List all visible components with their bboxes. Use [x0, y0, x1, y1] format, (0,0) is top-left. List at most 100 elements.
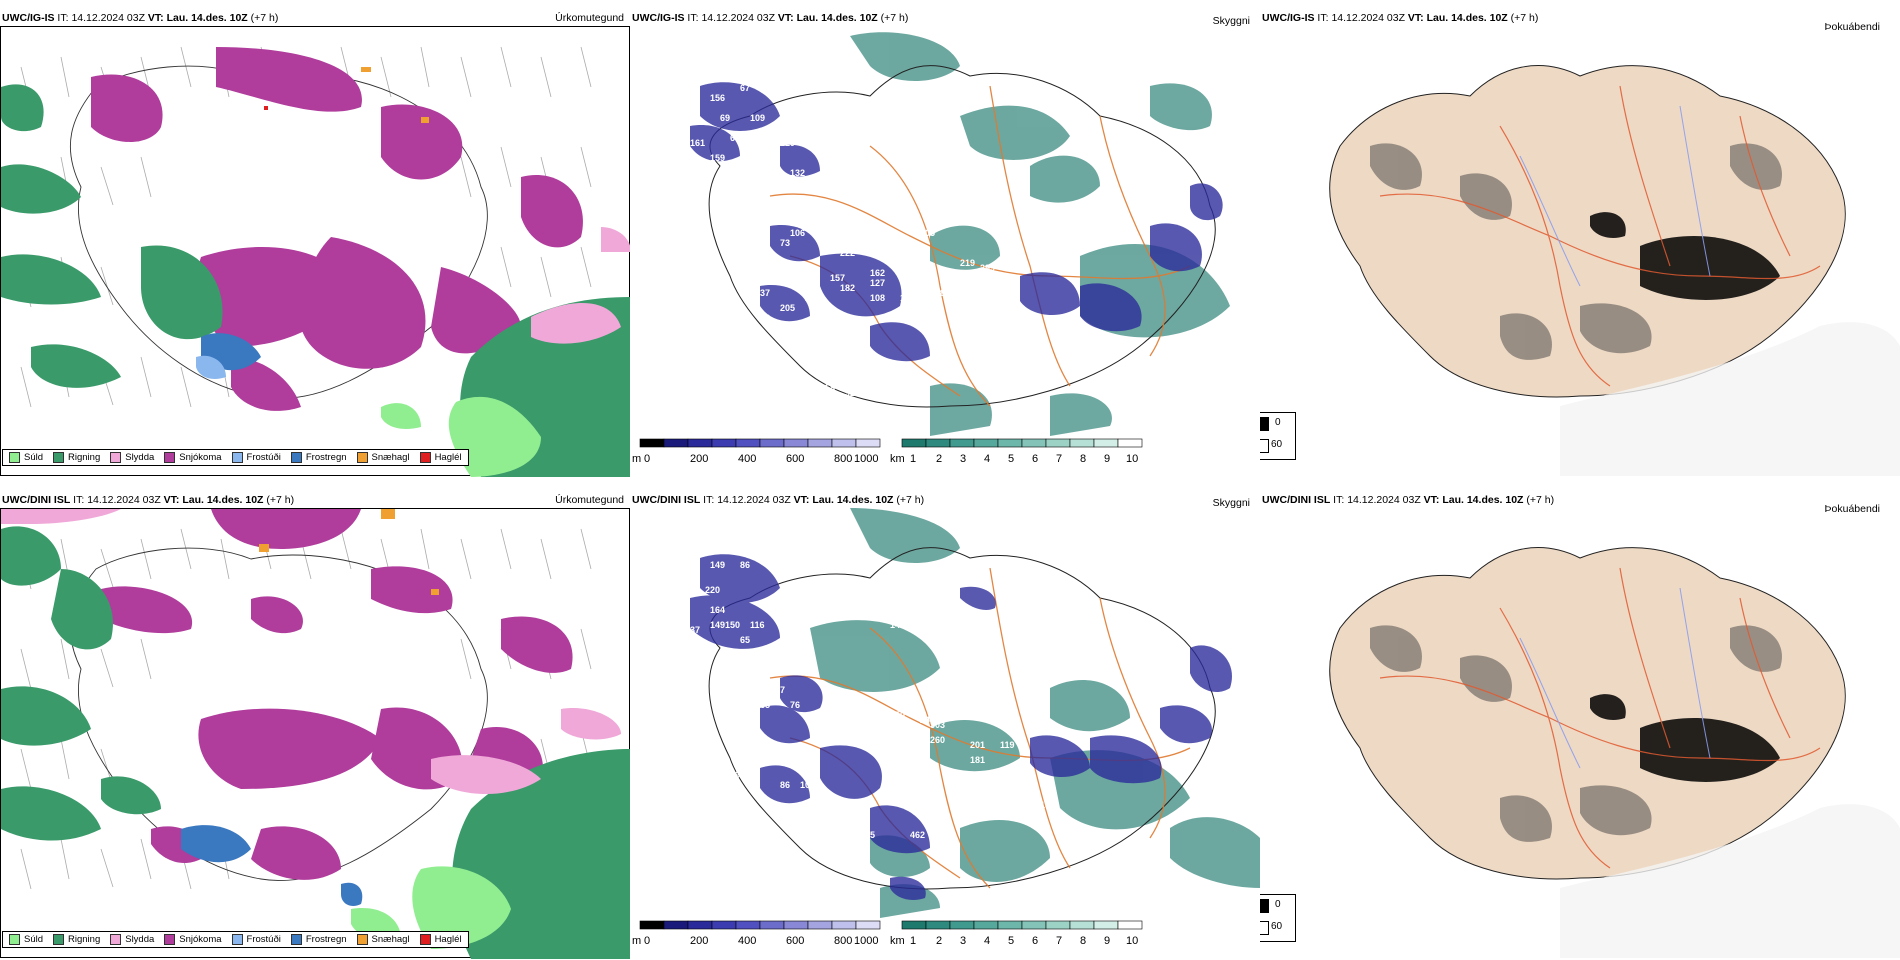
station-value: 58	[850, 845, 860, 855]
svg-text:0: 0	[644, 935, 650, 947]
precip-type-panel-2: UWC/DINI ISL IT: 14.12.2024 03Z VT: Lau.…	[0, 492, 630, 960]
legend-item: Frostúði	[231, 452, 281, 463]
elevation-unit: m	[632, 453, 641, 465]
station-value: 303	[930, 720, 945, 730]
svg-text:400: 400	[738, 935, 756, 947]
station-value: 116	[750, 620, 765, 630]
station-value: 299	[980, 263, 995, 273]
svg-text:1: 1	[910, 935, 916, 947]
station-value: 159	[1040, 800, 1055, 810]
svg-text:10: 10	[1126, 453, 1138, 465]
station-value: 167	[1040, 720, 1055, 730]
legend-item: Súld	[9, 452, 43, 463]
station-value: 44	[730, 740, 740, 750]
visibility-map[interactable]: 149 86 53 220 184 164 149 150 116 37 569 184 65 62 147…	[630, 508, 1260, 958]
visibility-map[interactable]: 156 67 69 109 61 82 161 159 116 59 165 129 132 88 73 10…	[630, 26, 1260, 476]
svg-text:8: 8	[1080, 935, 1086, 947]
station-value: 149	[710, 620, 725, 630]
station-value: 73	[790, 278, 800, 288]
station-value: 149	[710, 560, 725, 570]
station-value: 161	[690, 138, 705, 148]
legend-item: Slydda	[110, 452, 154, 463]
tick: 400	[738, 453, 756, 465]
svg-text:3: 3	[960, 453, 966, 465]
fog-legend: 0 60	[1260, 412, 1296, 460]
svg-text:m: m	[632, 935, 641, 947]
station-value: 328	[890, 690, 905, 700]
legend-item: Snæhagl	[356, 452, 410, 463]
svg-text:3: 3	[960, 935, 966, 947]
station-value: 220	[705, 585, 720, 595]
legend-item: Haglél	[419, 934, 462, 945]
legend-item: Slydda	[110, 934, 154, 945]
station-value: 89	[740, 805, 750, 815]
legend-item: Frostregn	[290, 934, 347, 945]
tick: 0	[644, 453, 650, 465]
svg-text:6: 6	[1032, 935, 1038, 947]
fog-legend: 0 60	[1260, 894, 1296, 942]
visibility-colorbar: km 1 2 3 4 5 6 7 8 9 10	[890, 438, 1160, 473]
station-value: 248	[920, 715, 935, 725]
tick: 1000	[854, 453, 878, 465]
station-value: 37	[760, 288, 770, 298]
station-value: 104	[800, 780, 815, 790]
svg-text:4: 4	[984, 935, 990, 947]
fog-map[interactable]	[1260, 26, 1900, 476]
station-value: 150	[890, 710, 905, 720]
svg-text:200: 200	[690, 935, 708, 947]
station-value: 219	[960, 258, 975, 268]
station-value: 84	[810, 328, 820, 338]
svg-text:10: 10	[1126, 935, 1138, 947]
panel-header: UWC/IG-IS IT: 14.12.2024 03Z VT: Lau. 14…	[1262, 12, 1539, 24]
svg-text:2: 2	[936, 935, 942, 947]
station-value: 36	[1000, 248, 1010, 258]
elevation-colorbar: m 0 200 400 600 800 1000	[632, 438, 884, 473]
station-value: 260	[930, 735, 945, 745]
station-value: 67	[740, 83, 750, 93]
fog-map[interactable]	[1260, 508, 1900, 958]
panel-header: UWC/DINI ISL IT: 14.12.2024 03Z VT: Lau.…	[632, 494, 925, 506]
station-value: 98	[820, 338, 830, 348]
elevation-colorbar-svg: m 0 200 400 600 800 1000	[632, 438, 881, 465]
legend-item: Snjókoma	[164, 934, 222, 945]
precip-map[interactable]	[0, 508, 630, 959]
precip-type-panel-1: UWC/IG-IS IT: 14.12.2024 03Z VT: Lau. 14…	[0, 10, 630, 478]
station-value: 108	[870, 293, 885, 303]
visibility-colorbar-svg: km 1 2 3 4 5 6 7 8 9 10	[890, 438, 1143, 465]
station-value: 164	[710, 605, 725, 615]
panel-title: Þokuábendi	[1824, 21, 1880, 33]
station-value: 77	[840, 845, 850, 855]
station-value: 86	[780, 780, 790, 790]
station-value: 285	[805, 293, 820, 303]
precip-map[interactable]	[0, 26, 630, 477]
station-value: 150	[725, 620, 740, 630]
station-value: 157	[830, 273, 845, 283]
visibility-panel-2: UWC/DINI ISL IT: 14.12.2024 03Z VT: Lau.…	[630, 492, 1260, 960]
station-value: 59	[730, 770, 740, 780]
station-value: 245	[930, 218, 945, 228]
station-value: 61	[730, 133, 740, 143]
svg-text:5: 5	[1008, 935, 1014, 947]
svg-text:9: 9	[1104, 935, 1110, 947]
station-value: 278	[930, 288, 945, 298]
station-value: 92	[845, 388, 855, 398]
station-value: 109	[825, 313, 840, 323]
station-value: 137	[770, 685, 785, 695]
panel-title: Úrkomutegund	[555, 494, 624, 506]
fog-index-panel-1: UWC/IG-IS IT: 14.12.2024 03Z VT: Lau. 14…	[1260, 10, 1900, 478]
legend-item: Snjókoma	[164, 452, 222, 463]
station-value: 184	[780, 585, 795, 595]
station-value: 116	[690, 168, 705, 178]
visibility-unit: km	[890, 453, 905, 465]
svg-text:1: 1	[910, 453, 916, 465]
svg-text:1000: 1000	[854, 935, 878, 947]
fog-index-panel-2: UWC/DINI ISL IT: 14.12.2024 03Z VT: Lau.…	[1260, 492, 1900, 960]
legend-item: Rigning	[53, 452, 100, 463]
svg-text:2: 2	[936, 453, 942, 465]
station-value: 158	[1050, 660, 1065, 670]
station-value: 184	[900, 600, 915, 610]
station-value: 82	[760, 133, 770, 143]
legend-item: Haglél	[419, 452, 462, 463]
station-value: 88	[760, 238, 770, 248]
